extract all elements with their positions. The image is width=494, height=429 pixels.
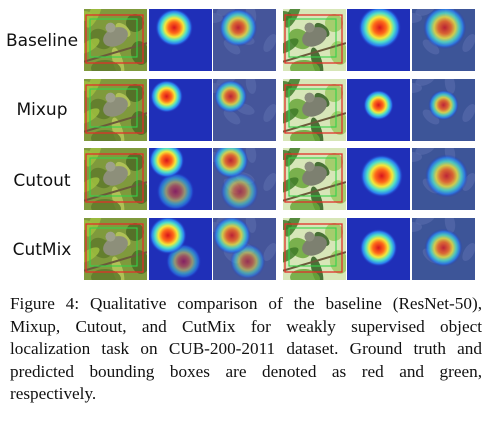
baseline-right-image [283,9,346,71]
row-label-cutout: Cutout [13,171,71,191]
ground-truth-box [284,84,343,134]
cutmix-right-image [283,218,346,280]
predicted-box [288,88,337,128]
mixup-right-overlay [412,79,475,141]
cutout-left-heatmap [149,148,212,210]
cutmix-right-heatmap [347,218,410,280]
ground-truth-box [85,84,144,134]
cutmix-right-overlay [412,218,475,280]
mixup-right-heatmap [347,79,410,141]
ground-truth-box [85,223,144,273]
ground-truth-box [284,153,343,203]
baseline-right-overlay [412,9,475,71]
cutmix-left-overlay [213,218,276,280]
row-label-cutmix: CutMix [12,240,72,260]
baseline-left-heatmap [149,9,212,71]
cutout-left-image [84,148,147,210]
predicted-box [89,227,138,267]
predicted-box [89,18,138,58]
baseline-left-image [84,9,147,71]
mixup-right-image [283,79,346,141]
predicted-box [288,18,337,58]
predicted-box [89,157,138,197]
mixup-left-image [84,79,147,141]
cutmix-left-heatmap [149,218,212,280]
mixup-left-overlay [213,79,276,141]
mixup-left-heatmap [149,79,212,141]
cutout-right-overlay [412,148,475,210]
ground-truth-box [85,14,144,64]
predicted-box [288,157,337,197]
baseline-left-overlay [213,9,276,71]
cutout-right-image [283,148,346,210]
baseline-right-heatmap [347,9,410,71]
figure-caption: Figure 4: Qualitative comparison of the … [10,294,482,403]
ground-truth-box [284,14,343,64]
ground-truth-box [85,153,144,203]
row-label-mixup: Mixup [16,100,68,120]
cutmix-left-image [84,218,147,280]
predicted-box [288,227,337,267]
cutout-right-heatmap [347,148,410,210]
row-label-baseline: Baseline [5,31,79,51]
ground-truth-box [284,223,343,273]
cutout-left-overlay [213,148,276,210]
predicted-box [89,88,138,128]
